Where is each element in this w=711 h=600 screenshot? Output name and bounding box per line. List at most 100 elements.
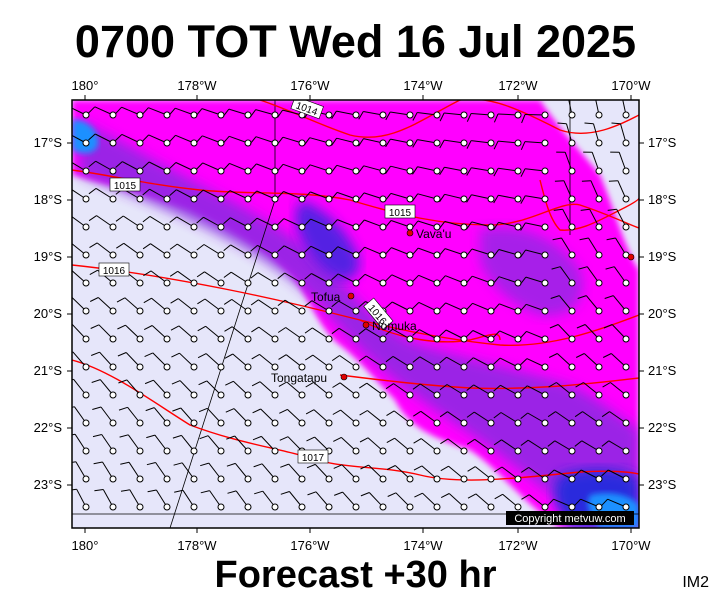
wind-barb-station (541, 251, 549, 259)
wind-barb-station (406, 419, 414, 427)
wind-barb-feather (357, 165, 365, 174)
wind-barb-station (136, 363, 144, 371)
wind-barb-station (163, 223, 171, 231)
wind-barb-feather (331, 110, 337, 119)
wind-barb-feather (250, 190, 258, 198)
wind-barb-station (298, 363, 306, 371)
isobars (72, 100, 639, 481)
wind-barb-station (595, 363, 603, 371)
wind-barb-station (352, 503, 360, 511)
wind-barb-station (406, 475, 414, 483)
wind-barb-feather (386, 437, 395, 444)
wind-barb-station (163, 139, 171, 147)
wind-barb-feather (577, 295, 587, 299)
wind-barb-feather (143, 270, 152, 277)
lat-tick-label: 23°S (34, 477, 63, 492)
wind-barb-station (244, 475, 252, 483)
lat-tick-label: 22°S (648, 420, 677, 435)
wind-barb-station (541, 111, 549, 119)
wind-barb-feather (304, 300, 313, 307)
wind-barb-feather (171, 352, 180, 358)
wind-barb-feather (145, 407, 155, 412)
wind-barb-feather (384, 220, 392, 228)
wind-barb-station (487, 223, 495, 231)
lon-tick-label: 172°W (498, 78, 538, 93)
wind-barb-station (433, 307, 441, 315)
wind-barb-feather (223, 271, 232, 278)
wind-barb-feather (250, 272, 259, 279)
wind-barb-station (352, 475, 360, 483)
place-label-tongatapu: Tongatapu (271, 371, 327, 385)
wind-barb-station (514, 167, 522, 175)
wind-barb-feather (72, 406, 75, 408)
wind-barb-station (136, 195, 144, 203)
wind-barb-feather (276, 163, 284, 172)
wind-barb-feather (279, 408, 288, 414)
wind-barb-feather (223, 163, 230, 171)
wind-barb-feather (280, 463, 289, 468)
wind-barb-feather (601, 411, 610, 418)
wind-barb-station (271, 251, 279, 259)
wind-barb-feather (439, 356, 447, 364)
wind-barb-station (82, 447, 90, 455)
wind-barb-feather (304, 245, 312, 253)
wind-barb-feather (467, 466, 476, 472)
wind-barb-station (190, 335, 198, 343)
wind-barb-station (298, 279, 306, 287)
wind-barb-feather (520, 385, 528, 393)
wind-barb-station (595, 475, 603, 483)
wind-barb-station (109, 223, 117, 231)
wind-barb-station (433, 139, 441, 147)
wind-barb-station (352, 167, 360, 175)
wind-barb-feather (305, 354, 314, 361)
wind-barb-feather (466, 411, 475, 418)
wind-barb-station (298, 503, 306, 511)
lon-tick-label: 176°W (290, 538, 330, 553)
wind-barb-station (217, 447, 225, 455)
wind-barb-station (352, 391, 360, 399)
wind-barb-feather (466, 302, 473, 311)
wind-barb-station (271, 419, 279, 427)
wind-barb-station (595, 111, 603, 119)
wind-barb-station (109, 503, 117, 511)
wind-barb-feather (277, 218, 285, 226)
wind-barb-feather (602, 382, 611, 388)
wind-barb-station (109, 419, 117, 427)
wind-barb-feather (254, 490, 263, 495)
wind-barb-feather (146, 462, 156, 466)
wind-barb-feather (331, 355, 340, 362)
wind-barb-feather (88, 187, 97, 195)
wind-barb-feather (359, 437, 369, 443)
wind-barb-feather (62, 106, 69, 112)
wind-barb-feather (602, 353, 612, 358)
wind-barb-station (352, 335, 360, 343)
wind-barb-station (541, 363, 549, 371)
wind-barb-feather (118, 406, 128, 411)
wind-barb-feather (581, 180, 591, 182)
wind-barb-station (163, 279, 171, 287)
wind-barb-station (325, 251, 333, 259)
wind-barb-feather (306, 436, 315, 442)
wind-barb-feather (72, 461, 76, 463)
wind-barb-feather (169, 134, 176, 143)
wind-barb-feather (88, 133, 96, 141)
wind-barb-feather (494, 493, 503, 500)
wind-barb-feather (493, 195, 499, 204)
wind-barb-feather (331, 273, 339, 281)
wind-barb-feather (607, 208, 617, 211)
wind-barb-feather (466, 140, 472, 149)
wind-barb-station (622, 503, 630, 511)
wind-barb-station (379, 391, 387, 399)
wind-barb-feather (92, 406, 102, 410)
place-marker-vavau (406, 229, 414, 237)
wind-barb-station (622, 111, 630, 119)
wind-barb-feather (116, 297, 126, 303)
wind-barb-feather (225, 408, 235, 413)
lon-labels-bottom: 180° 178°W 176°W 174°W 172°W 170°W (72, 538, 652, 553)
lon-tick-label: 178°W (177, 78, 217, 93)
wind-barb-feather (439, 112, 445, 122)
wind-barb-station (460, 167, 468, 175)
lon-tick-label: 180° (72, 538, 99, 553)
wind-barb-station (190, 195, 198, 203)
